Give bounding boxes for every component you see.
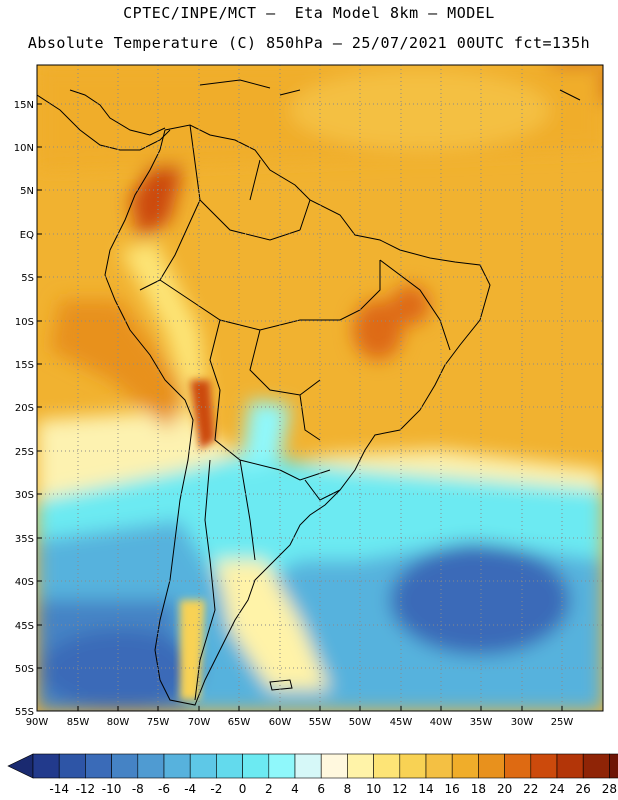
lat-label: 25S [15, 447, 34, 458]
colorbar-swatch [32, 753, 60, 779]
lon-label: 35W [470, 717, 493, 728]
colorbar-swatch [582, 753, 610, 779]
colorbar-label: 10 [366, 782, 381, 796]
colorbar-label: 6 [317, 782, 325, 796]
map-title-line-2: Absolute Temperature (C) 850hPa – 25/07/… [27, 34, 591, 52]
colorbar-label: 8 [344, 782, 352, 796]
map-title-line-1: CPTEC/INPE/MCT – Eta Model 8km – MODEL [123, 4, 495, 22]
lat-label: 40S [15, 577, 34, 588]
colorbar-label: -8 [132, 782, 144, 796]
colorbar-label: 26 [576, 782, 591, 796]
colorbar-label: 16 [445, 782, 460, 796]
colorbar-swatch [137, 753, 165, 779]
colorbar-swatch [216, 753, 243, 779]
central-america-coastline-north [69, 89, 166, 136]
lon-label: 70W [188, 717, 211, 728]
lon-label: 50W [349, 717, 372, 728]
lat-label: 35S [15, 534, 34, 545]
colorbar-low-arrow [7, 753, 34, 779]
country-borders [139, 124, 451, 701]
colorbar-swatch [320, 753, 348, 779]
colorbar-label: 14 [418, 782, 433, 796]
lon-label: 60W [269, 717, 292, 728]
colorbar-swatch [294, 753, 322, 779]
colorbar-label: 18 [471, 782, 486, 796]
lon-label: 90W [26, 717, 49, 728]
lat-label: 10N [14, 143, 34, 154]
colorbar-label: 2 [265, 782, 273, 796]
colorbar-swatch [58, 753, 86, 779]
lat-label: 15S [15, 360, 34, 371]
colorbar-label: -4 [184, 782, 196, 796]
lon-label: 85W [67, 717, 90, 728]
falklands-islands [269, 679, 293, 691]
colorbar-swatch [399, 753, 427, 779]
colorbar-label: -14 [49, 782, 69, 796]
lat-label: 5S [21, 273, 34, 284]
south-america-coastline [104, 124, 491, 706]
axis-ticks [37, 103, 563, 711]
colorbar-swatch [189, 753, 217, 779]
caribbean-islands [199, 79, 581, 101]
colorbar-label: 28 [602, 782, 617, 796]
colorbar-label: 24 [549, 782, 564, 796]
lon-label: 30W [511, 717, 534, 728]
colorbar: -14 -12 -10 -8 -6 -4 -2 0 2 4 6 8 10 12 14 16 18 20 22 24 26… [7, 753, 618, 796]
colorbar-swatch [111, 753, 139, 779]
colorbar-swatch [504, 753, 532, 779]
lon-label: 40W [430, 717, 453, 728]
colorbar-swatch [163, 753, 191, 779]
lat-label: 5N [20, 186, 34, 197]
lon-label: 45W [390, 717, 413, 728]
lon-label: 65W [228, 717, 251, 728]
lat-label: EQ [20, 230, 34, 241]
colorbar-swatch [478, 753, 505, 779]
lat-label: 30S [15, 490, 34, 501]
colorbar-swatch [425, 753, 453, 779]
colorbar-label: -2 [210, 782, 222, 796]
colorbar-label: -10 [102, 782, 122, 796]
colorbar-swatch [85, 753, 112, 779]
lon-label: 55W [309, 717, 332, 728]
colorbar-label: 20 [497, 782, 512, 796]
colorbar-swatch [609, 753, 618, 779]
colorbar-label: 0 [239, 782, 247, 796]
colorbar-swatch [242, 753, 270, 779]
colorbar-swatch [373, 753, 401, 779]
lon-label: 75W [147, 717, 170, 728]
lat-label: 55S [15, 707, 34, 718]
lat-label: 50S [15, 664, 34, 675]
colorbar-swatch [530, 753, 558, 779]
lat-label: 15N [14, 100, 34, 111]
lat-label: 20S [15, 403, 34, 414]
lon-label: 80W [107, 717, 130, 728]
lon-label: 25W [551, 717, 574, 728]
colorbar-label: -12 [76, 782, 96, 796]
colorbar-label: -6 [158, 782, 170, 796]
colorbar-swatch [347, 753, 374, 779]
colorbar-label: 12 [392, 782, 407, 796]
colorbar-label: 4 [291, 782, 299, 796]
colorbar-swatch [451, 753, 479, 779]
lat-label: 45S [15, 621, 34, 632]
temperature-field [37, 65, 603, 711]
lat-label: 10S [15, 317, 34, 328]
colorbar-swatch [268, 753, 296, 779]
colorbar-swatch [556, 753, 584, 779]
colorbar-label: 22 [523, 782, 538, 796]
